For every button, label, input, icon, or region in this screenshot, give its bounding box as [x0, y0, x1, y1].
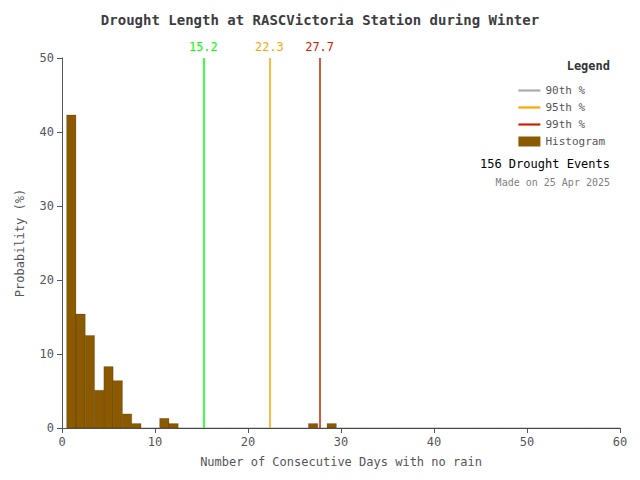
svg-text:Probability (%): Probability (%): [13, 189, 27, 297]
svg-text:15.2: 15.2: [189, 40, 218, 54]
svg-text:50: 50: [520, 435, 534, 449]
svg-text:Legend: Legend: [567, 59, 610, 73]
svg-text:90th %: 90th %: [545, 84, 585, 97]
svg-text:22.3: 22.3: [255, 40, 284, 54]
svg-text:Drought Length at RASCVictoria: Drought Length at RASCVictoria Station d…: [101, 12, 539, 28]
svg-text:40: 40: [40, 125, 54, 139]
svg-text:156 Drought Events: 156 Drought Events: [480, 157, 610, 171]
svg-text:99th %: 99th %: [545, 118, 585, 131]
svg-text:20: 20: [40, 273, 54, 287]
svg-text:27.7: 27.7: [305, 40, 334, 54]
svg-text:0: 0: [47, 421, 54, 435]
svg-text:30: 30: [334, 435, 348, 449]
svg-text:Number of Consecutive Days wit: Number of Consecutive Days with no rain: [200, 455, 482, 469]
svg-text:50: 50: [40, 51, 54, 65]
svg-text:10: 10: [148, 435, 162, 449]
svg-text:20: 20: [241, 435, 255, 449]
svg-text:60: 60: [613, 435, 627, 449]
svg-text:Histogram: Histogram: [545, 135, 605, 148]
svg-text:40: 40: [427, 435, 441, 449]
svg-text:95th %: 95th %: [545, 101, 585, 114]
svg-text:Made on 25 Apr 2025: Made on 25 Apr 2025: [496, 177, 610, 188]
svg-text:0: 0: [58, 435, 65, 449]
svg-text:30: 30: [40, 199, 54, 213]
svg-text:10: 10: [40, 347, 54, 361]
